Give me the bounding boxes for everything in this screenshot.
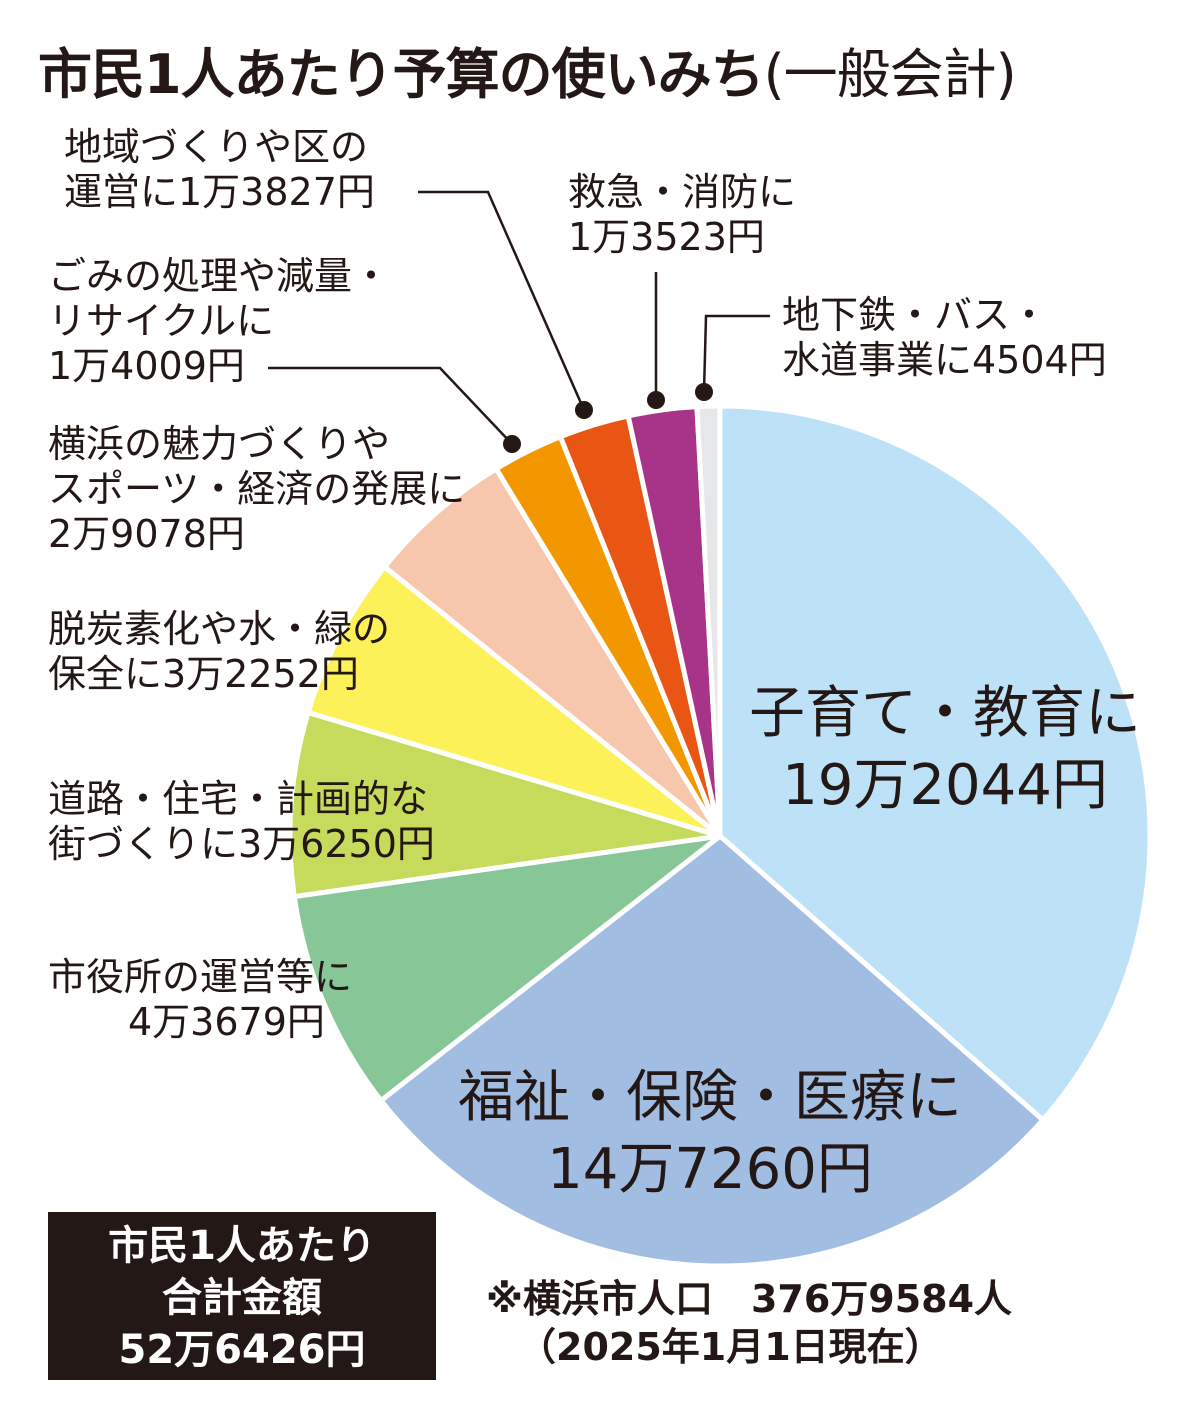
- leader-dot-9: [695, 383, 713, 401]
- slice-label-0-line-0: 子育て・教育に: [749, 681, 1141, 746]
- note-line-1: （2025年1月1日現在）: [518, 1325, 943, 1369]
- leader-dot-7: [575, 401, 593, 419]
- slice-label-9-line-1: 水道事業に4504円: [782, 338, 1107, 382]
- title-sub: (一般会計): [763, 43, 1017, 106]
- total-line-2: 52万6426円: [118, 1327, 366, 1373]
- pie-slice-2: [291, 833, 723, 1104]
- leader-dot-6: [503, 435, 521, 453]
- pie-slice-0: [717, 403, 1153, 1123]
- slice-label-9: 地下鉄・バス・ 水道事業に4504円: [782, 293, 1107, 383]
- leader-dot-8: [647, 391, 665, 409]
- slice-label-2: 市役所の運営等に 4万3679円: [48, 955, 448, 1045]
- note-line-0: ※横浜市人口 376万9584人: [486, 1277, 1013, 1321]
- slice-label-0-line-1: 19万2044円: [782, 753, 1108, 818]
- slice-label-6-line-0: ごみの処理や減量・: [48, 254, 391, 298]
- slice-label-3-line-0: 道路・住宅・計画的な: [48, 777, 429, 821]
- slice-label-5-line-1: スポーツ・経済の発展に: [48, 467, 466, 511]
- slice-label-5-line-2: 2万9078円: [48, 512, 245, 556]
- slice-label-4-line-1: 保全に3万2252円: [48, 652, 359, 696]
- slice-label-1-line-0: 福祉・保険・医療に: [458, 1065, 962, 1130]
- slice-label-3-line-1: 街づくりに3万6250円: [48, 822, 435, 866]
- slice-label-7: 地域づくりや区の 運営に1万3827円: [64, 125, 375, 215]
- slice-label-1: 福祉・保険・医療に 14万7260円: [430, 1062, 990, 1206]
- slice-label-4-line-0: 脱炭素化や水・緑の: [48, 607, 391, 651]
- pie-slice-1: [378, 833, 1046, 1269]
- slice-label-8-line-0: 救急・消防に: [568, 170, 797, 214]
- slice-label-6-line-1: リサイクルに: [48, 299, 275, 343]
- leader-line-7: [418, 190, 586, 411]
- chart-title: 市民1人あたり予算の使いみち(一般会計): [38, 30, 1017, 109]
- pie-slice-4: [305, 564, 723, 839]
- slice-label-7-line-1: 運営に1万3827円: [64, 170, 375, 214]
- slice-label-8: 救急・消防に 1万3523円: [568, 170, 796, 260]
- leader-line-9: [702, 314, 770, 393]
- slice-label-2-line-1: 4万3679円: [128, 1000, 325, 1044]
- leader-line-6: [268, 366, 513, 445]
- title-main: 市民1人あたり予算の使いみち: [38, 43, 765, 106]
- slice-label-1-line-1: 14万7260円: [547, 1137, 873, 1202]
- slice-label-2-line-0: 市役所の運営等に: [48, 955, 353, 999]
- slice-label-0: 子育て・教育に 19万2044円: [730, 678, 1160, 822]
- slice-label-6: ごみの処理や減量・ リサイクルに 1万4009円: [48, 254, 390, 389]
- slice-label-5-line-0: 横浜の魅力づくりや: [48, 422, 391, 466]
- pie-slice-3: [287, 709, 723, 900]
- slice-label-5: 横浜の魅力づくりや スポーツ・経済の発展に 2万9078円: [48, 422, 465, 557]
- total-line-0: 市民1人あたり: [108, 1223, 376, 1269]
- slice-label-6-line-2: 1万4009円: [48, 344, 245, 388]
- pie-slice-9: [694, 403, 723, 839]
- pie-slice-5: [382, 466, 723, 839]
- population-note: ※横浜市人口 376万9584人 （2025年1月1日現在）: [486, 1275, 1012, 1371]
- slice-label-8-line-1: 1万3523円: [568, 215, 765, 259]
- slice-label-3: 道路・住宅・計画的な 街づくりに3万6250円: [48, 777, 435, 867]
- slice-label-9-line-0: 地下鉄・バス・: [782, 293, 1049, 337]
- total-line-1: 合計金額: [162, 1275, 322, 1321]
- slice-label-7-line-0: 地域づくりや区の: [64, 125, 369, 169]
- total-amount-box: 市民1人あたり 合計金額 52万6426円: [48, 1212, 436, 1380]
- slice-label-4: 脱炭素化や水・緑の 保全に3万2252円: [48, 607, 390, 697]
